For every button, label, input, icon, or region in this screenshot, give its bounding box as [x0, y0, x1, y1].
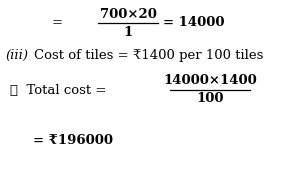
Text: 100: 100: [196, 92, 224, 105]
Text: =: =: [52, 17, 63, 29]
Text: Cost of tiles = ₹1400 per 100 tiles: Cost of tiles = ₹1400 per 100 tiles: [34, 49, 263, 61]
Text: 1: 1: [123, 26, 133, 38]
Text: = 14000: = 14000: [163, 17, 225, 29]
Text: ∴  Total cost =: ∴ Total cost =: [10, 83, 106, 97]
Text: 700×20: 700×20: [100, 7, 156, 20]
Text: = ₹196000: = ₹196000: [33, 134, 113, 146]
Text: (iii): (iii): [5, 49, 28, 61]
Text: 14000×1400: 14000×1400: [163, 74, 257, 88]
